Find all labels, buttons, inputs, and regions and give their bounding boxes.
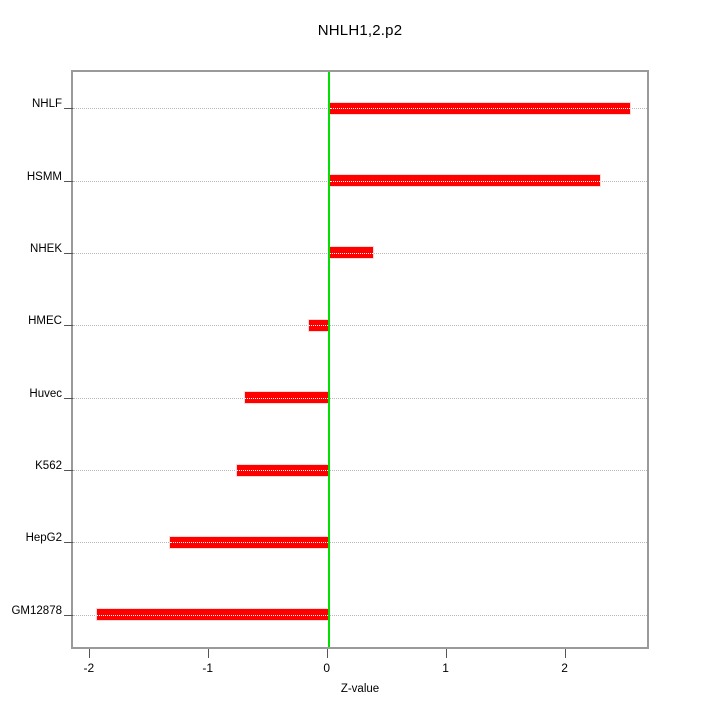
gridline	[73, 470, 647, 472]
bar-K562	[235, 463, 329, 477]
bar-HSMM	[328, 174, 602, 188]
y-axis-tick	[64, 108, 73, 110]
y-axis-tick	[64, 470, 73, 472]
page-title: NHLH1,2.p2	[317, 22, 403, 39]
bar-HepG2	[169, 535, 329, 549]
zero-reference-line	[327, 72, 330, 647]
bar-dot-pattern	[329, 180, 601, 182]
x-axis: -2 -1 0 1 2	[71, 649, 649, 689]
y-axis-label-GM12878: GM12878	[11, 604, 62, 617]
plot-area	[64, 70, 649, 649]
y-axis-tick	[64, 397, 73, 399]
y-axis-tick	[64, 180, 73, 182]
y-axis-tick	[64, 614, 73, 616]
x-axis-title: Z-value	[340, 683, 380, 695]
bar-dot-pattern	[236, 470, 328, 472]
y-axis-label-HepG2: HepG2	[25, 532, 62, 545]
bar-dot-pattern	[96, 614, 328, 616]
y-axis-ticks	[64, 72, 647, 647]
gridline	[73, 542, 647, 544]
x-axis-label--2: -2	[83, 661, 95, 675]
plot-inner	[73, 72, 647, 647]
x-axis-tick	[207, 649, 209, 658]
y-axis-label-NHEK: NHEK	[30, 242, 62, 255]
x-axis-tick	[326, 649, 328, 658]
x-axis-label-0: 0	[323, 661, 331, 675]
x-axis-label-2: 2	[561, 661, 568, 675]
gridline	[73, 397, 647, 399]
y-axis-label-HSMM: HSMM	[26, 170, 62, 183]
bar-GM12878	[95, 608, 329, 622]
y-axis-label-NHLF: NHLF	[31, 98, 62, 111]
gridline	[73, 614, 647, 616]
x-axis-label--1: -1	[202, 661, 214, 675]
y-axis-labels: GM12878 HepG2 K562 Huvec HMEC NHEK HSMM NHLF	[0, 70, 62, 649]
x-axis-tick	[564, 649, 566, 658]
gridline	[73, 325, 647, 327]
y-axis-label-Huvec: Huvec	[29, 387, 62, 400]
bar-NHEK	[328, 246, 374, 260]
y-axis-tick	[64, 542, 73, 544]
y-axis-label-K562: K562	[35, 460, 62, 473]
bar-dot-pattern	[309, 325, 328, 327]
bar-dot-pattern	[170, 542, 328, 544]
y-axis-label-HMEC: HMEC	[28, 315, 62, 328]
y-axis-tick	[64, 252, 73, 254]
bar-dot-pattern	[329, 252, 373, 254]
x-axis-label-1: 1	[442, 661, 449, 675]
bar-dot-pattern	[245, 397, 328, 399]
bar-dot-pattern	[329, 108, 630, 110]
y-axis-tick	[64, 325, 73, 327]
x-axis-tick	[88, 649, 90, 658]
x-axis-tick	[445, 649, 447, 658]
